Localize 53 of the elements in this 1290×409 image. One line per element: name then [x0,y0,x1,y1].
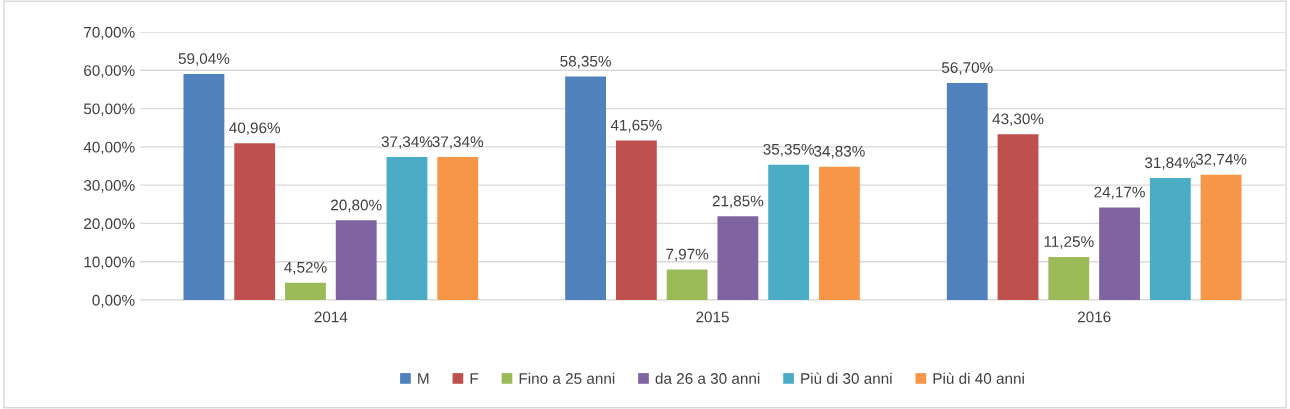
y-tick-label: 0,00% [92,294,135,308]
data-label: 43,30% [992,113,1044,127]
data-label: 7,97% [666,248,709,262]
data-label: 24,17% [1094,186,1145,200]
bar [285,282,326,300]
bar [666,269,708,300]
bar [1099,207,1140,300]
data-label: 21,85% [712,195,764,209]
data-label: 37,34% [432,136,484,149]
bar [1048,256,1090,300]
data-label: 4,52% [284,261,327,275]
data-label: 41,65% [610,119,662,133]
bar [183,73,225,300]
x-tick-label: 2015 [696,311,729,323]
y-tick-label: 50,00% [83,103,135,117]
x-tick-label: 2016 [1077,311,1111,323]
data-label: 11,25% [1044,236,1094,249]
legend-label: Fino a 25 anni [519,372,615,384]
bar [234,143,276,300]
x-tick-label: 2014 [314,311,348,323]
data-label: 58,35% [560,55,611,69]
legend-label: Più di 30 anni [801,372,892,384]
y-tick-label: 60,00% [84,65,135,78]
y-tick-label: 40,00% [83,141,135,155]
legend-label: da 26 a 30 anni [655,372,760,384]
y-tick-label: 30,00% [83,180,135,193]
bar [615,140,657,300]
data-label: 20,80% [331,199,382,213]
data-label: 40,96% [229,122,281,136]
bar [335,220,377,300]
bar [946,82,988,300]
legend-label: F [470,373,479,384]
data-label: 31,84% [1144,157,1196,170]
bar [1200,174,1242,300]
bar [565,76,607,300]
bar [717,216,759,300]
bar [997,134,1039,300]
y-tick-label: 70,00% [84,26,135,40]
data-label: 37,34% [381,136,433,149]
y-tick-label: 20,00% [84,218,135,231]
bar [768,164,810,300]
bar [437,157,479,300]
data-label: 32,74% [1195,153,1247,167]
bar [386,157,428,300]
bar [818,166,860,300]
legend-label: M [418,373,429,384]
bar [1149,178,1191,300]
data-label: 59,04% [178,53,230,66]
data-label: 34,83% [814,145,865,159]
legend-label: Più di 40 anni [933,372,1024,384]
data-label: 35,35% [763,143,815,157]
data-label: 56,70% [941,62,993,75]
y-tick-label: 10,00% [84,256,135,270]
